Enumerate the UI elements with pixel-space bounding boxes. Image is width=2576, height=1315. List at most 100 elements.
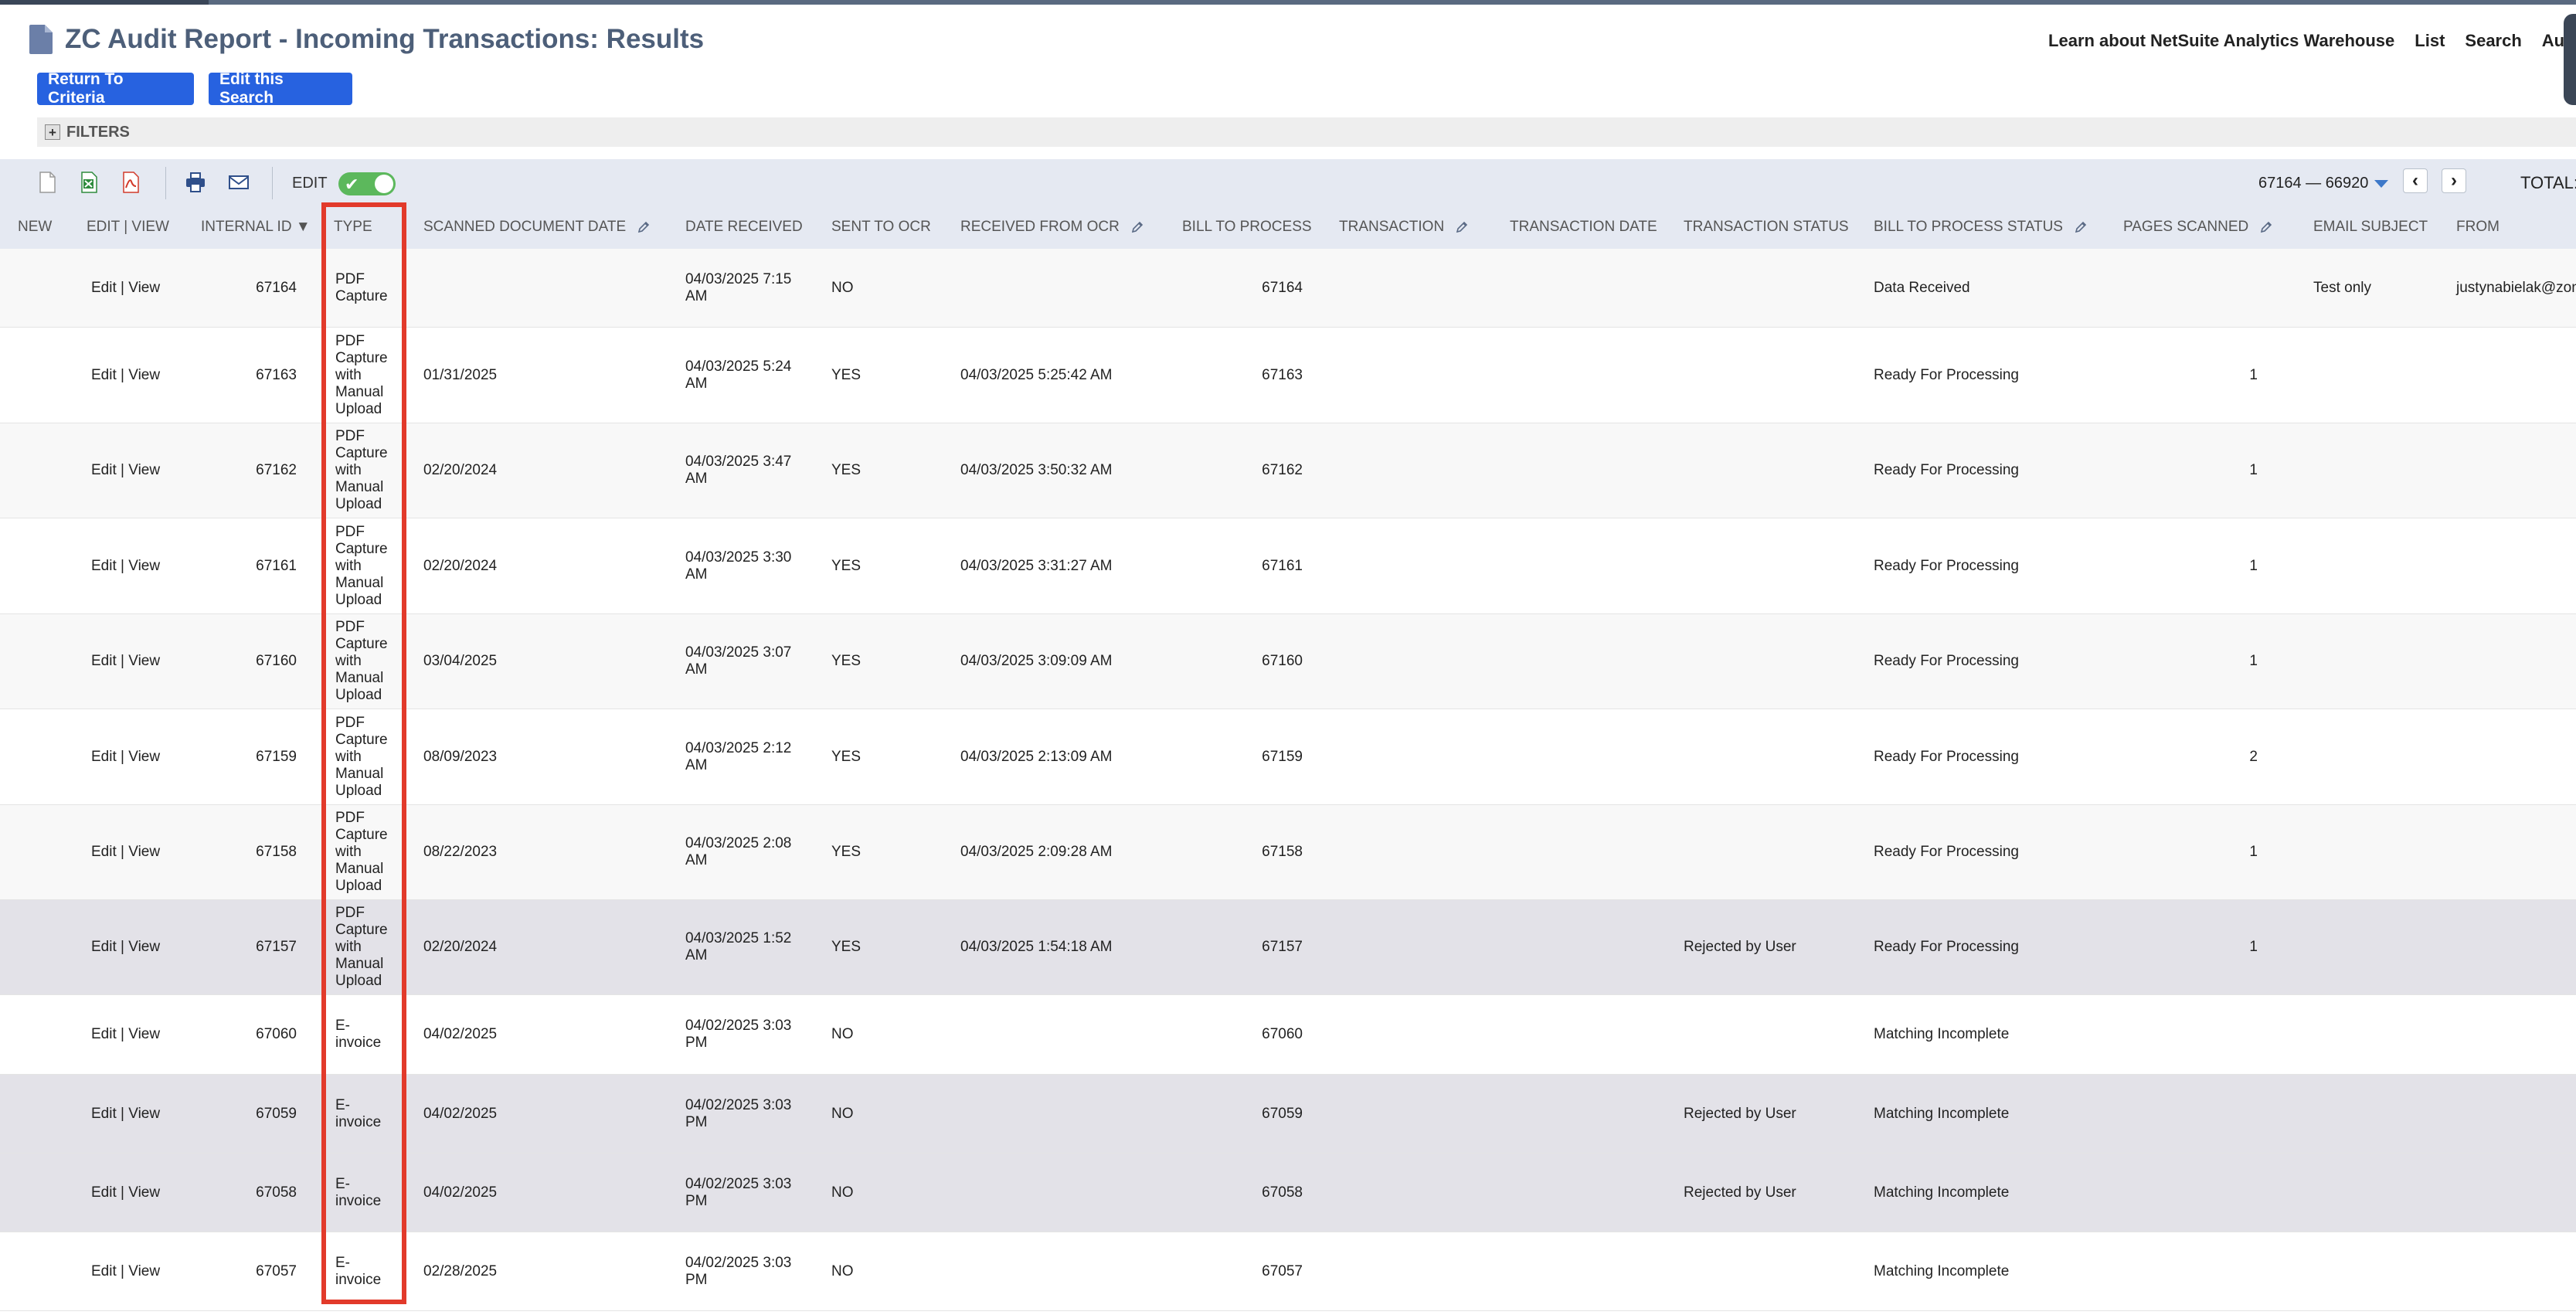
bill-to-process-cell[interactable]: 67060: [1262, 1026, 1303, 1042]
pages-scanned-cell: 1: [2249, 939, 2258, 955]
view-link[interactable]: View: [128, 1026, 161, 1042]
column-header-scanned-date[interactable]: SCANNED DOCUMENT DATE: [423, 206, 651, 249]
list-link[interactable]: List: [2415, 31, 2445, 50]
column-header-label: TRANSACTION DATE: [1510, 219, 1657, 235]
view-link[interactable]: View: [128, 1105, 161, 1122]
table-row[interactable]: Edit | View 67164 PDF Capture 04/03/2025 7:1…: [0, 249, 2576, 328]
edit-link[interactable]: Edit: [91, 462, 117, 478]
edit-link[interactable]: Edit: [91, 1262, 117, 1279]
type-text-line: PDF: [335, 714, 365, 731]
table-row[interactable]: Edit | View 67058 E-invoice 04/02/2025 04/02…: [0, 1154, 2576, 1232]
view-link[interactable]: View: [128, 748, 161, 765]
bill-to-process-cell[interactable]: 67161: [1262, 557, 1303, 574]
column-header-sent-to-ocr[interactable]: SENT TO OCR: [831, 206, 931, 249]
view-link[interactable]: View: [128, 844, 161, 860]
edit-link[interactable]: Edit: [91, 748, 117, 765]
edit-link[interactable]: Edit: [91, 1105, 117, 1122]
table-row[interactable]: Edit | View 67163 PDF Capture with Manual Uplo…: [0, 328, 2576, 423]
internal-id-cell: 67160: [256, 653, 297, 669]
table-row[interactable]: Edit | View 67060 E-invoice 04/02/2025 04/02…: [0, 995, 2576, 1075]
view-link[interactable]: View: [128, 462, 161, 478]
type-cell: E-invoice: [335, 1018, 397, 1052]
column-header-received-from-ocr[interactable]: RECEIVED FROM OCR: [960, 206, 1144, 249]
print-icon[interactable]: [184, 171, 207, 194]
column-header-transaction-status[interactable]: TRANSACTION STATUS: [1684, 206, 1849, 249]
type-text-line: with: [335, 939, 362, 955]
column-header-pages-scanned[interactable]: PAGES SCANNED: [2123, 206, 2273, 249]
analytics-warehouse-link[interactable]: Learn about NetSuite Analytics Warehouse: [2048, 31, 2395, 50]
bill-to-process-cell[interactable]: 67158: [1262, 844, 1303, 860]
email-icon[interactable]: [227, 171, 250, 194]
pencil-icon[interactable]: [1455, 220, 1469, 234]
edit-link[interactable]: Edit: [91, 1184, 117, 1201]
bill-to-process-cell[interactable]: 67163: [1262, 366, 1303, 383]
bill-to-process-cell[interactable]: 67159: [1262, 748, 1303, 765]
table-row[interactable]: Edit | View 67162 PDF Capture with Manual Uplo…: [0, 423, 2576, 518]
table-row[interactable]: Edit | View 67161 PDF Capture with Manual Uplo…: [0, 518, 2576, 614]
view-link[interactable]: View: [128, 1184, 161, 1201]
column-header-bill-to-process[interactable]: BILL TO PROCESS: [1182, 206, 1312, 249]
edit-link[interactable]: Edit: [91, 653, 117, 669]
view-link[interactable]: View: [128, 557, 161, 574]
column-header-transaction[interactable]: TRANSACTION: [1339, 206, 1469, 249]
edit-link[interactable]: Edit: [91, 557, 117, 574]
column-header-email-subject[interactable]: EMAIL SUBJECT: [2313, 206, 2428, 249]
column-header-new[interactable]: NEW: [18, 206, 52, 249]
date-received-cell: 04/02/2025 3:03 PM: [685, 1097, 809, 1131]
search-link[interactable]: Search: [2465, 31, 2522, 50]
page-range-select[interactable]: 67164 — 66920: [2258, 175, 2389, 192]
filters-bar[interactable]: + FILTERS: [37, 117, 2576, 147]
bill-status-cell: Ready For Processing: [1874, 366, 2019, 383]
link-separator: |: [121, 462, 124, 478]
table-row[interactable]: Edit | View 67160 PDF Capture with Manual Uplo…: [0, 614, 2576, 709]
column-header-date-received[interactable]: DATE RECEIVED: [685, 206, 803, 249]
edit-search-button[interactable]: Edit this Search: [209, 70, 352, 107]
bill-to-process-cell[interactable]: 67164: [1262, 279, 1303, 296]
view-link[interactable]: View: [128, 366, 161, 383]
table-row[interactable]: Edit | View 67059 E-invoice 04/02/2025 04/02…: [0, 1075, 2576, 1154]
view-link[interactable]: View: [128, 939, 161, 955]
export-excel-icon[interactable]: [77, 171, 100, 194]
pencil-icon[interactable]: [637, 220, 651, 234]
pencil-icon[interactable]: [1130, 220, 1144, 234]
view-link[interactable]: View: [128, 653, 161, 669]
export-pdf-icon[interactable]: [119, 171, 142, 194]
edit-link[interactable]: Edit: [91, 939, 117, 955]
table-row[interactable]: Edit | View 67158 PDF Capture with Manual Uplo…: [0, 805, 2576, 900]
edit-link[interactable]: Edit: [91, 1026, 117, 1042]
side-panel-handle[interactable]: [2564, 14, 2576, 105]
previous-page-button[interactable]: ‹: [2403, 168, 2428, 193]
table-row[interactable]: Edit | View 67159 PDF Capture with Manual Uplo…: [0, 709, 2576, 805]
bill-to-process-cell[interactable]: 67059: [1262, 1105, 1303, 1122]
pencil-icon[interactable]: [2074, 220, 2088, 234]
edit-link[interactable]: Edit: [91, 366, 117, 383]
table-row[interactable]: Edit | View 67157 PDF Capture with Manual Uplo…: [0, 900, 2576, 995]
view-link[interactable]: View: [128, 279, 161, 296]
bill-to-process-cell[interactable]: 67057: [1262, 1262, 1303, 1279]
column-header-type[interactable]: TYPE: [334, 206, 372, 249]
view-link[interactable]: View: [128, 1262, 161, 1279]
column-header-internal-id[interactable]: INTERNAL ID ▼: [201, 206, 311, 249]
edit-mode-toggle[interactable]: ✔: [338, 172, 396, 195]
scanned-document-date-cell: 01/31/2025: [423, 366, 498, 383]
internal-id-cell: 67164: [256, 279, 297, 296]
table-row[interactable]: Edit | View 67057 E-invoice 02/28/2025 04/02…: [0, 1232, 2576, 1311]
column-header-bill-status[interactable]: BILL TO PROCESS STATUS: [1874, 206, 2088, 249]
column-header-transaction-date[interactable]: TRANSACTION DATE: [1510, 206, 1657, 249]
scanned-document-date-cell: 08/22/2023: [423, 844, 498, 860]
column-header-from[interactable]: FROM: [2456, 206, 2500, 249]
next-page-button[interactable]: ›: [2442, 168, 2466, 193]
bill-to-process-cell[interactable]: 67058: [1262, 1184, 1303, 1201]
bill-to-process-cell[interactable]: 67160: [1262, 653, 1303, 669]
bill-to-process-cell[interactable]: 67162: [1262, 462, 1303, 478]
edit-link[interactable]: Edit: [91, 844, 117, 860]
return-to-criteria-button[interactable]: Return To Criteria: [37, 70, 194, 107]
expand-plus-icon[interactable]: +: [45, 124, 60, 140]
column-header-edit-view[interactable]: EDIT | VIEW: [87, 206, 169, 249]
edit-link[interactable]: Edit: [91, 279, 117, 296]
filters-label: FILTERS: [66, 123, 130, 141]
type-text-line: PDF: [335, 428, 365, 444]
new-document-icon[interactable]: [36, 171, 59, 194]
bill-to-process-cell[interactable]: 67157: [1262, 939, 1303, 955]
pencil-icon[interactable]: [2259, 220, 2273, 234]
